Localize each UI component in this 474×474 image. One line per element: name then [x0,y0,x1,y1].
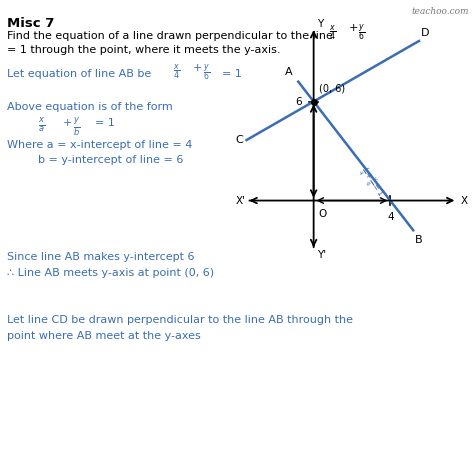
Text: Where a = x-intercept of line = 4: Where a = x-intercept of line = 4 [7,140,192,150]
Text: = 1: = 1 [95,118,115,128]
Text: point where AB meet at the y-axes: point where AB meet at the y-axes [7,331,201,341]
Text: A: A [285,67,292,77]
Text: Find the equation of a line drawn perpendicular to the line: Find the equation of a line drawn perpen… [7,31,333,41]
Text: = 1 through the point, where it meets the y-axis.: = 1 through the point, where it meets th… [7,45,281,55]
Text: Since line AB makes y-intercept 6: Since line AB makes y-intercept 6 [7,252,195,262]
Text: O: O [319,209,327,219]
Text: X: X [461,196,468,206]
Text: (0, 6): (0, 6) [319,83,346,93]
Text: C: C [235,135,243,145]
Text: +: + [63,118,73,128]
Text: ∴ Line AB meets y-axis at point (0, 6): ∴ Line AB meets y-axis at point (0, 6) [7,268,214,278]
Text: +: + [193,63,206,73]
Text: $\frac{x}{4}$: $\frac{x}{4}$ [329,23,337,42]
Text: Above equation is of the form: Above equation is of the form [7,102,173,112]
Text: D: D [421,27,429,37]
Text: +: + [348,23,358,33]
Text: Y: Y [318,19,324,29]
Text: = 1: = 1 [222,69,242,79]
Text: Y': Y' [318,250,327,260]
Text: Let line CD be drawn perpendicular to the line AB through the: Let line CD be drawn perpendicular to th… [7,315,353,325]
Text: $\frac{x}{4}+\frac{y}{6}=1$: $\frac{x}{4}+\frac{y}{6}=1$ [355,164,387,201]
Text: X': X' [236,196,246,206]
Text: $\frac{y}{6}$: $\frac{y}{6}$ [203,63,210,83]
Text: $\frac{x}{4}$: $\frac{x}{4}$ [173,63,180,82]
Text: b = y-intercept of line = 6: b = y-intercept of line = 6 [38,155,183,165]
Text: Let equation of line AB be: Let equation of line AB be [7,69,158,79]
Text: 4: 4 [387,212,393,222]
Text: $\frac{y}{6}$: $\frac{y}{6}$ [358,23,365,43]
Text: teachoo.com: teachoo.com [412,7,469,16]
Text: 6: 6 [295,97,302,107]
Text: $\frac{y}{b}$: $\frac{y}{b}$ [73,116,81,138]
Text: $\frac{x}{a}$: $\frac{x}{a}$ [38,116,45,134]
Text: Misc 7: Misc 7 [7,17,55,29]
Text: B: B [415,235,423,245]
